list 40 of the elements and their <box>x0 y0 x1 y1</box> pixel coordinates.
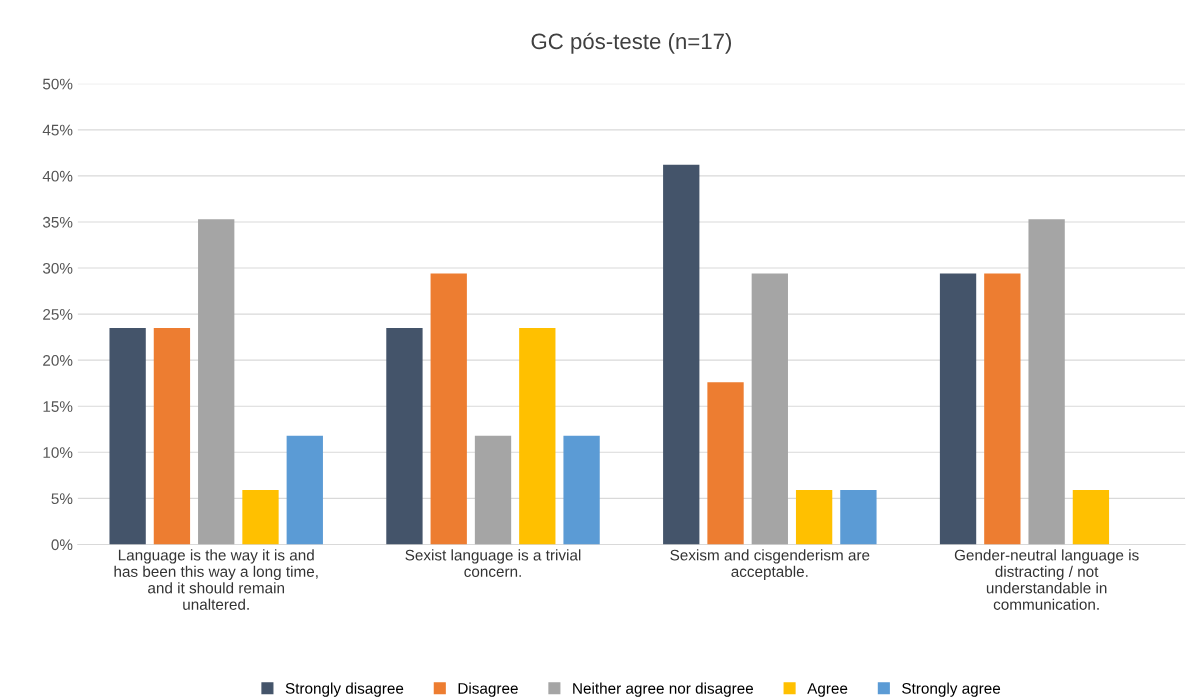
bar <box>474 435 512 545</box>
bar <box>840 490 877 545</box>
bar <box>242 490 279 545</box>
bar <box>519 327 556 545</box>
x-tick-label: Gender-neutral language is distracting / not understandable in communication. <box>954 549 1139 610</box>
bar <box>939 273 977 545</box>
x-tick-label: Language is the way it is and has been this way a long time, and it should remain unaltered. <box>114 549 318 610</box>
x-tick-label: Sexism and cisgenderism are acceptable. <box>670 549 870 580</box>
bar <box>153 327 191 545</box>
bar <box>751 273 788 545</box>
bar <box>663 164 700 545</box>
bar <box>563 435 600 545</box>
bar <box>1028 219 1065 545</box>
legend-label: Neither agree nor disagree <box>573 682 754 697</box>
y-tick-label: 15% <box>43 401 73 412</box>
y-tick-label: 25% <box>43 308 73 320</box>
bar <box>198 219 235 545</box>
bar <box>286 435 323 545</box>
bar <box>707 382 744 545</box>
legend-label: Strongly agree <box>902 682 1001 697</box>
y-tick-label: 35% <box>42 216 73 228</box>
legend-label: Disagree <box>458 682 518 697</box>
y-tick-label: 40% <box>42 170 73 182</box>
legend-label: Agree <box>807 683 848 697</box>
bar <box>795 490 833 545</box>
x-tick-label: Sexist language is a trivial concern. <box>405 549 581 577</box>
y-tick-label: 20% <box>43 355 73 366</box>
y-tick-label: 0% <box>51 539 73 551</box>
bar <box>386 327 423 545</box>
bar <box>984 273 1021 545</box>
chart-title: GC pós-teste (n=17) <box>531 32 732 54</box>
bar <box>1072 490 1110 545</box>
legend-label: Strongly disagree <box>285 682 404 697</box>
y-tick-label: 50% <box>42 78 73 90</box>
y-tick-label: 45% <box>42 124 73 136</box>
bar <box>109 327 146 545</box>
bar <box>430 273 467 545</box>
y-tick-label: 5% <box>51 493 73 505</box>
y-tick-label: 10% <box>43 447 73 458</box>
y-tick-label: 30% <box>42 262 73 274</box>
